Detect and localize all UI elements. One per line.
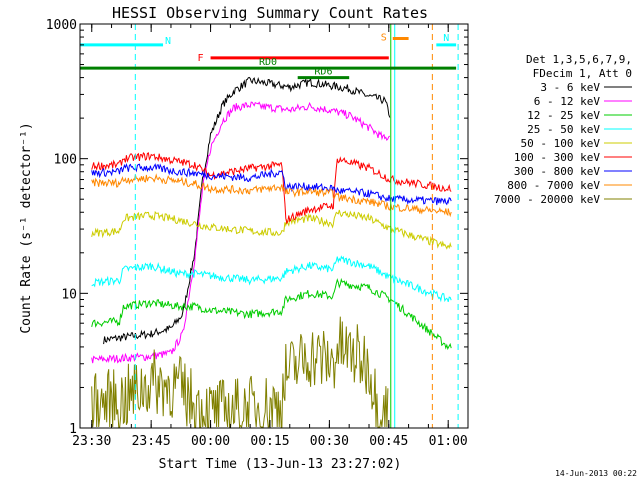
chart-title: HESSI Observing Summary Count Rates (112, 4, 428, 22)
plot-frame (79, 23, 469, 429)
state-bar-label-2: F (198, 53, 204, 64)
legend-header-2: FDecim 1, Att 0 (533, 67, 632, 80)
legend-label-2: 12 - 25 keV (527, 109, 600, 122)
x-tick-label-4: 00:30 (310, 434, 349, 449)
legend-label-5: 100 - 300 keV (514, 151, 600, 164)
x-tick-label-3: 00:15 (250, 434, 289, 449)
series-line-0 (103, 76, 391, 345)
y-tick-label-3: 1000 (46, 18, 77, 33)
footer-date: 14-Jun-2013 00:22 (555, 469, 637, 478)
x-tick-label-1: 23:45 (132, 434, 171, 449)
x-tick-label-5: 00:45 (369, 434, 408, 449)
series-line-7 (91, 173, 452, 218)
y-axis-label: Count Rate (s⁻¹ detector⁻¹) (19, 122, 34, 333)
series-line-3 (91, 255, 452, 303)
y-tick-label-0: 1 (69, 422, 77, 437)
plot-layer: N N F RD0 RD6 S (80, 24, 459, 429)
series-line-1 (91, 101, 391, 364)
series-line-6 (91, 162, 452, 206)
y-tick-label-1: 10 (61, 287, 77, 302)
x-tick-label-0: 23:30 (72, 434, 111, 449)
series-line-2 (91, 277, 452, 351)
legend-label-1: 6 - 12 keV (534, 95, 601, 108)
state-bar-label-1: N (443, 33, 449, 44)
axes: 23:30 23:45 00:00 00:15 00:30 00:45 01:00 1 10 10… (46, 18, 469, 449)
series-line-8 (91, 316, 389, 429)
legend-label-8: 7000 - 20000 keV (494, 193, 600, 206)
legend-label-3: 25 - 50 keV (527, 123, 600, 136)
series-line-5 (91, 152, 452, 225)
state-bar-label-3: RD0 (259, 57, 277, 68)
legend-label-6: 300 - 800 keV (514, 165, 600, 178)
state-bar-label-5: S (381, 33, 387, 44)
legend-label-4: 50 - 100 keV (521, 137, 601, 150)
series-line-4 (91, 209, 452, 250)
state-bar-label-0: N (165, 36, 171, 47)
legend-header-1: Det 1,3,5,6,7,9, (526, 53, 632, 66)
x-tick-label-6: 01:00 (429, 434, 468, 449)
state-bar-label-4: RD6 (314, 67, 332, 78)
y-tick-label-2: 100 (54, 153, 77, 168)
x-tick-label-2: 00:00 (191, 434, 230, 449)
legend-label-0: 3 - 6 keV (540, 81, 600, 94)
x-axis-label: Start Time (13-Jun-13 23:27:02) (159, 457, 402, 472)
legend-label-7: 800 - 7000 keV (507, 179, 600, 192)
